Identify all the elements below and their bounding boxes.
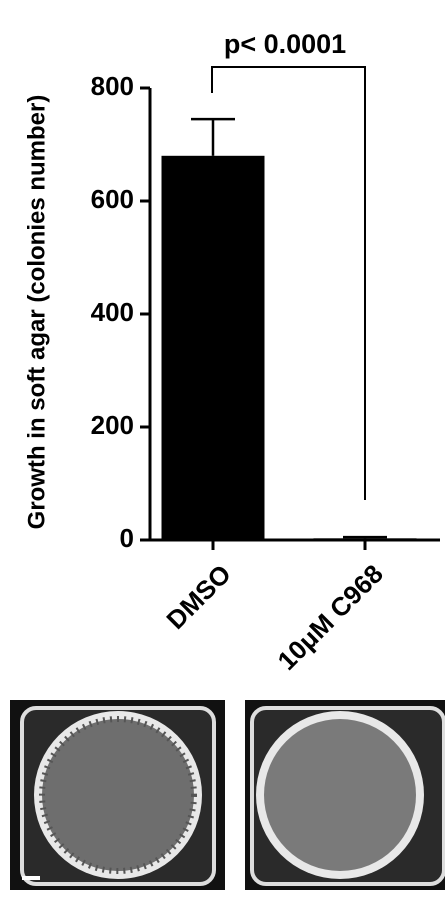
- x-tick-label: 10μM C968: [272, 559, 389, 676]
- dish-colonies: [39, 716, 197, 874]
- dish-images: [10, 700, 445, 890]
- significance-bracket: [211, 66, 366, 500]
- dish-agar: [42, 719, 194, 871]
- y-tick-label: 0: [120, 523, 134, 553]
- y-tick-label: 600: [91, 184, 134, 214]
- y-axis-label: Growth in soft agar (colonies number): [23, 95, 50, 530]
- y-tick-label: 200: [91, 410, 134, 440]
- y-tick-label: 400: [91, 297, 134, 327]
- scale-bar: [22, 876, 40, 880]
- significance-label: p< 0.0001: [224, 29, 346, 59]
- bar: [313, 538, 417, 540]
- x-tick-label: DMSO: [160, 559, 236, 635]
- bar: [161, 155, 265, 541]
- y-tick-label: 800: [91, 71, 134, 101]
- dish-agar: [264, 719, 416, 871]
